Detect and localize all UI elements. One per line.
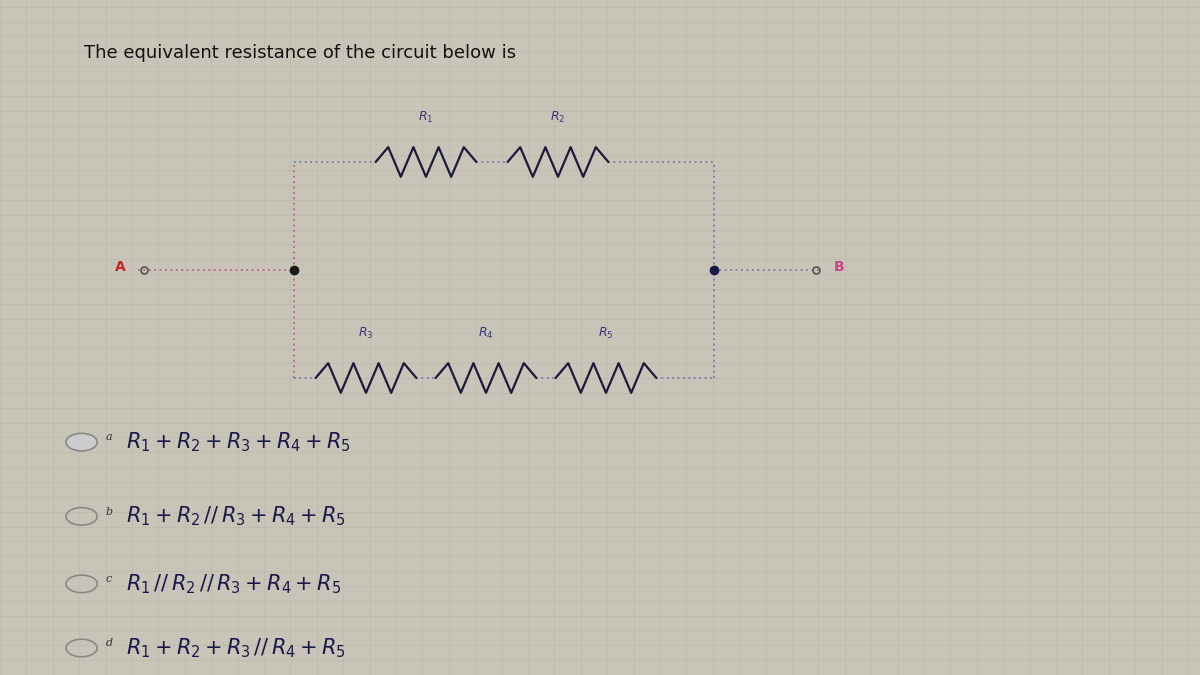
Text: The equivalent resistance of the circuit below is: The equivalent resistance of the circuit… [84, 44, 516, 62]
Text: A: A [115, 260, 126, 273]
Text: B: B [834, 260, 845, 273]
Text: $R_3$: $R_3$ [359, 326, 373, 341]
Text: $R_4$: $R_4$ [478, 326, 494, 341]
Text: $R_2$: $R_2$ [551, 110, 565, 125]
Text: $R_1$: $R_1$ [419, 110, 433, 125]
Text: $\mathit{R}_1+\mathit{R}_2\,//\,\mathit{R}_3+\mathit{R}_4+\mathit{R}_5$: $\mathit{R}_1+\mathit{R}_2\,//\,\mathit{… [126, 505, 346, 528]
Text: d: d [106, 639, 113, 648]
Text: $\mathit{R}_1+\mathit{R}_2+\mathit{R}_3\,//\,\mathit{R}_4+\mathit{R}_5$: $\mathit{R}_1+\mathit{R}_2+\mathit{R}_3\… [126, 637, 346, 659]
Text: c: c [106, 574, 112, 584]
Text: b: b [106, 507, 113, 516]
Circle shape [66, 433, 97, 451]
Text: $R_5$: $R_5$ [599, 326, 613, 341]
Text: a: a [106, 433, 113, 442]
Text: $\mathit{R}_1+\mathit{R}_2+\mathit{R}_3+\mathit{R}_4+\mathit{R}_5$: $\mathit{R}_1+\mathit{R}_2+\mathit{R}_3+… [126, 431, 350, 454]
Text: $\mathit{R}_1\,//\,\mathit{R}_2\,//\,\mathit{R}_3+\mathit{R}_4+\mathit{R}_5$: $\mathit{R}_1\,//\,\mathit{R}_2\,//\,\ma… [126, 572, 341, 595]
